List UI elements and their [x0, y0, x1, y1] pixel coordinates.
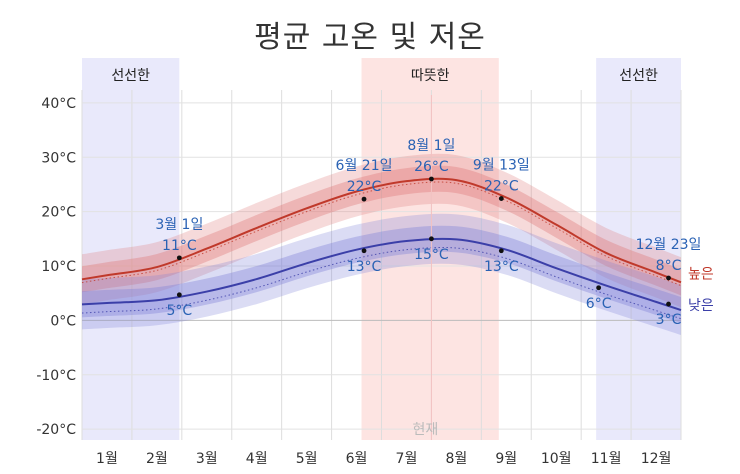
annotation-point: [429, 176, 434, 182]
x-tick-label: 3월: [196, 451, 218, 467]
x-tick-label: 1월: [96, 451, 118, 467]
x-tick-label: 7월: [396, 451, 418, 467]
annotation-point: [498, 196, 504, 201]
season-label: 선선한: [111, 68, 150, 84]
season-label: 선선한: [619, 68, 658, 84]
season-band-cool: [596, 58, 681, 440]
annotation-point: [176, 292, 182, 298]
y-tick-label: 10°C: [41, 259, 76, 275]
annotation-point: [176, 255, 182, 261]
x-tick-label: 11월: [591, 451, 622, 467]
current-label: 현재: [413, 422, 439, 438]
x-tick-label: 10월: [541, 451, 572, 467]
annotation-date: 6월 21일: [336, 158, 393, 174]
high-temperature-line: [81, 177, 682, 284]
annotation-point: [596, 285, 602, 291]
annotation-date: 9월 13일: [473, 158, 530, 174]
annotation-value: 6°C: [586, 296, 612, 312]
x-tick-label: 6월: [346, 451, 368, 467]
x-tick-label: 5월: [296, 451, 318, 467]
y-tick-label: 0°C: [50, 313, 76, 329]
annotation-value: 8°C: [656, 258, 682, 274]
annotation-value: 13°C: [347, 259, 382, 275]
legend-low: 낮은: [688, 298, 714, 314]
x-tick-label: 4월: [246, 451, 268, 467]
season-band-cool: [82, 58, 180, 440]
season-label: 따뜻한: [411, 68, 450, 84]
annotation-point: [498, 248, 504, 254]
annotation-point: [666, 301, 671, 307]
annotation-point: [361, 196, 367, 202]
annotation-point: [429, 236, 434, 242]
high-inner-band: [82, 165, 681, 296]
low-outer-band: [82, 213, 681, 336]
y-tick-label: -20°C: [36, 422, 76, 438]
annotation-date: 3월 1일: [155, 217, 203, 233]
annotation-value: 22°C: [484, 179, 519, 195]
y-tick-label: -10°C: [36, 368, 76, 384]
chart-title: 평균 고온 및 저온: [254, 20, 486, 55]
annotation-value: 22°C: [347, 179, 382, 195]
low-temperature-line: [81, 237, 682, 311]
y-tick-label: 30°C: [41, 150, 76, 166]
x-tick-label: 12월: [641, 451, 672, 467]
y-tick-label: 20°C: [41, 205, 76, 221]
y-tick-label: 40°C: [41, 96, 76, 112]
x-tick-label: 8월: [445, 451, 467, 467]
annotation-value: 13°C: [484, 259, 519, 275]
low-inner-band: [82, 225, 681, 324]
annotation-date: 8월 1일: [407, 138, 455, 154]
annotation-value: 5°C: [166, 303, 192, 319]
annotation-date: 12월 23일: [636, 237, 702, 253]
x-tick-label: 9월: [495, 451, 517, 467]
season-band-warm: [361, 58, 499, 440]
annotation-value: 26°C: [414, 159, 449, 175]
high-outer-band: [82, 153, 681, 308]
annotation-value: 15°C: [414, 247, 449, 263]
annotation-point: [666, 275, 671, 281]
annotation-point: [361, 248, 367, 254]
annotation-value: 11°C: [162, 238, 197, 254]
high-dotted-line: [81, 181, 682, 287]
legend-high: 높은: [688, 267, 714, 283]
annotation-value: 3°C: [656, 312, 682, 328]
x-tick-label: 2월: [146, 451, 168, 467]
